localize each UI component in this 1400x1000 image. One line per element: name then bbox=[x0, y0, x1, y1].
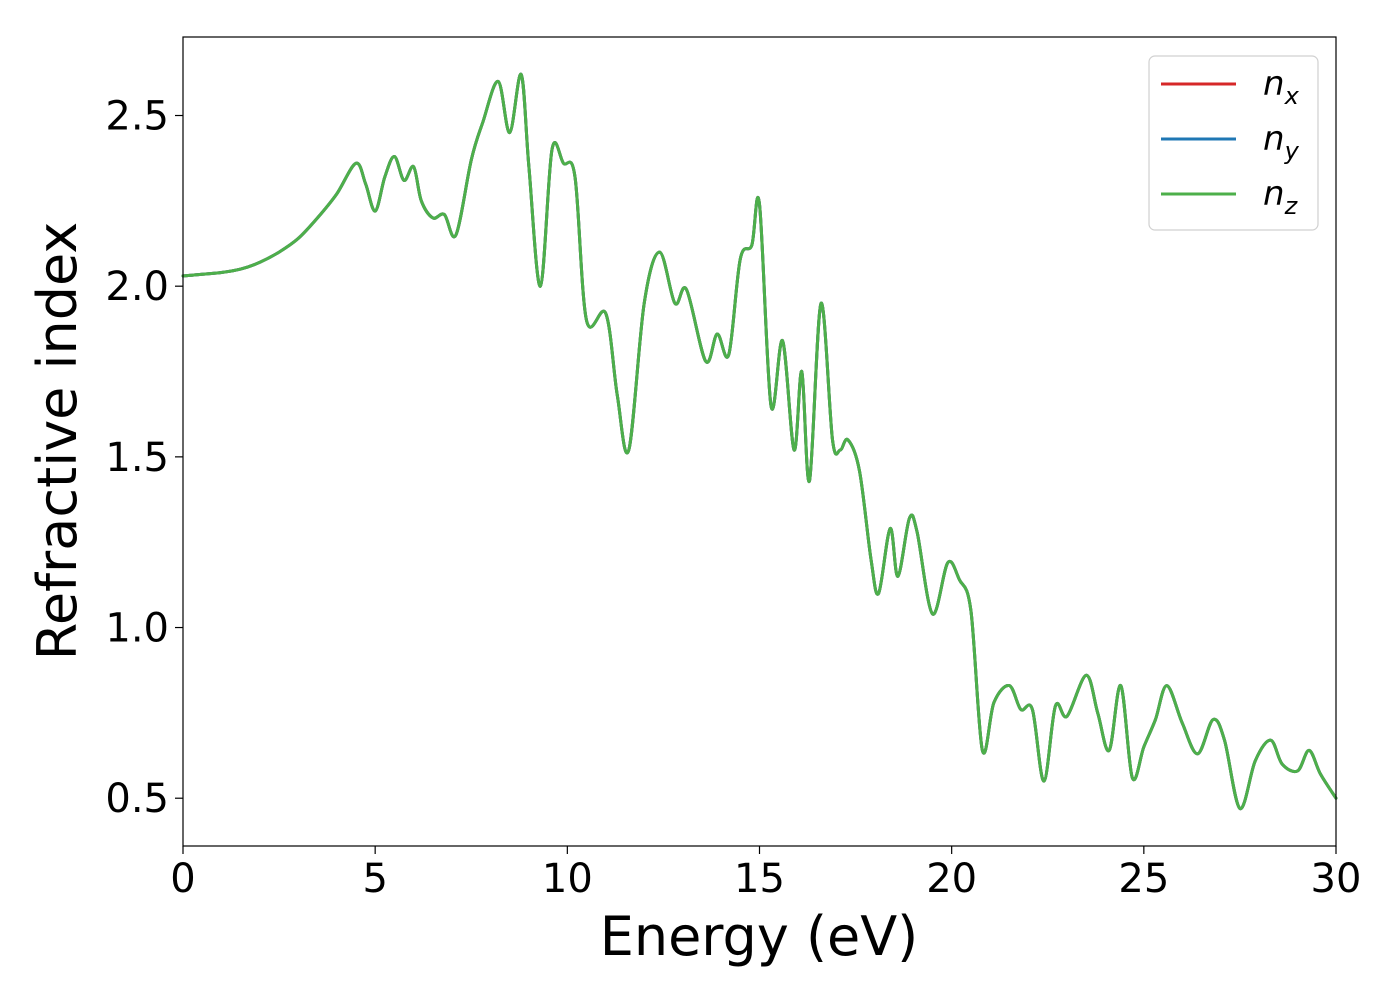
x-axis: 0 5 10 15 20 25 30 bbox=[170, 846, 1361, 902]
y-tick-label: 1.0 bbox=[105, 606, 169, 652]
legend-label-n-y: ny bbox=[1263, 119, 1300, 165]
y-tick-label: 1.5 bbox=[105, 435, 169, 481]
x-tick-label: 0 bbox=[170, 856, 195, 902]
x-tick-label: 25 bbox=[1118, 856, 1169, 902]
y-tick-label: 2.0 bbox=[105, 264, 169, 310]
y-tick-label: 0.5 bbox=[105, 776, 169, 822]
x-tick-label: 30 bbox=[1311, 856, 1362, 902]
y-axis: 0.5 1.0 1.5 2.0 2.5 bbox=[105, 94, 183, 822]
x-tick-label: 15 bbox=[734, 856, 785, 902]
series-layer bbox=[181, 72, 1338, 811]
series-line-n-z bbox=[181, 72, 1338, 811]
y-tick-label: 2.5 bbox=[105, 94, 169, 140]
x-tick-label: 10 bbox=[542, 856, 593, 902]
legend-label-n-z: nz bbox=[1263, 174, 1299, 220]
x-tick-label: 5 bbox=[362, 856, 387, 902]
x-tick-label: 20 bbox=[926, 856, 977, 902]
legend: nx ny nz bbox=[1148, 55, 1319, 231]
x-axis-label: Energy (eV) bbox=[600, 905, 919, 968]
legend-box bbox=[1148, 55, 1319, 231]
plot-area bbox=[183, 37, 1336, 846]
y-axis-label: Refractive index bbox=[26, 222, 89, 661]
legend-label-n-x: nx bbox=[1263, 64, 1300, 110]
